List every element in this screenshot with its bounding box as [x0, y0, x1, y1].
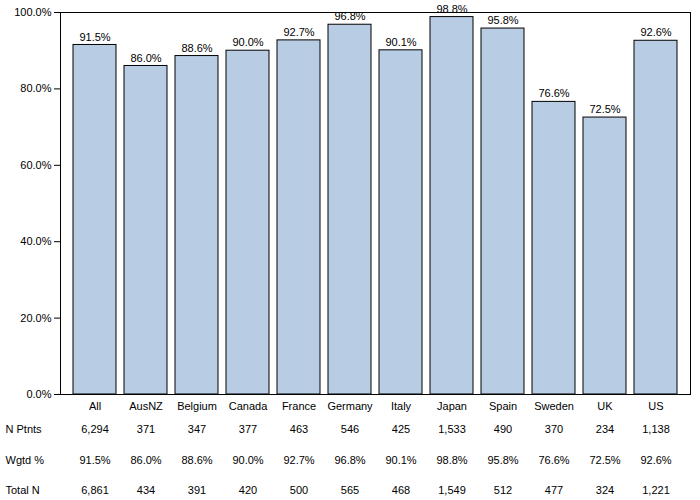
svg-text:Italy: Italy	[391, 400, 412, 412]
svg-text:Total N: Total N	[6, 484, 40, 496]
svg-text:1,138: 1,138	[642, 423, 670, 435]
svg-text:468: 468	[392, 484, 410, 496]
svg-text:86.0%: 86.0%	[130, 52, 161, 64]
svg-text:234: 234	[596, 423, 614, 435]
svg-text:420: 420	[239, 484, 257, 496]
svg-text:France: France	[282, 400, 316, 412]
svg-text:6,861: 6,861	[81, 484, 109, 496]
svg-text:Germany: Germany	[327, 400, 373, 412]
svg-text:370: 370	[545, 423, 563, 435]
svg-text:0.0%: 0.0%	[26, 388, 51, 400]
svg-text:434: 434	[137, 484, 155, 496]
svg-text:All: All	[89, 400, 101, 412]
svg-text:98.8%: 98.8%	[436, 3, 467, 15]
svg-text:377: 377	[239, 423, 257, 435]
svg-text:UK: UK	[597, 400, 613, 412]
svg-text:72.5%: 72.5%	[589, 103, 620, 115]
svg-text:Wgtd %: Wgtd %	[6, 454, 45, 466]
svg-text:95.8%: 95.8%	[487, 14, 518, 26]
svg-text:88.6%: 88.6%	[181, 42, 212, 54]
svg-text:86.0%: 86.0%	[130, 454, 161, 466]
svg-text:90.1%: 90.1%	[385, 36, 416, 48]
svg-text:371: 371	[137, 423, 155, 435]
svg-text:72.5%: 72.5%	[589, 454, 620, 466]
svg-text:92.6%: 92.6%	[640, 26, 671, 38]
svg-text:500: 500	[290, 484, 308, 496]
svg-text:96.8%: 96.8%	[334, 454, 365, 466]
svg-text:76.6%: 76.6%	[538, 87, 569, 99]
svg-text:Japan: Japan	[437, 400, 467, 412]
svg-text:AusNZ: AusNZ	[129, 400, 163, 412]
svg-text:91.5%: 91.5%	[79, 30, 110, 42]
svg-text:20.0%: 20.0%	[20, 312, 51, 324]
svg-text:76.6%: 76.6%	[538, 454, 569, 466]
svg-text:6,294: 6,294	[81, 423, 109, 435]
svg-text:565: 565	[341, 484, 359, 496]
svg-text:90.0%: 90.0%	[232, 454, 263, 466]
svg-text:92.6%: 92.6%	[640, 454, 671, 466]
svg-text:Canada: Canada	[229, 400, 268, 412]
svg-text:95.8%: 95.8%	[487, 454, 518, 466]
svg-text:490: 490	[494, 423, 512, 435]
svg-text:96.8%: 96.8%	[334, 10, 365, 22]
svg-text:40.0%: 40.0%	[20, 235, 51, 247]
svg-text:1,221: 1,221	[642, 484, 670, 496]
svg-text:463: 463	[290, 423, 308, 435]
svg-text:100.0%: 100.0%	[14, 6, 52, 18]
svg-text:US: US	[648, 400, 663, 412]
svg-text:88.6%: 88.6%	[181, 454, 212, 466]
svg-text:90.1%: 90.1%	[385, 454, 416, 466]
svg-text:92.7%: 92.7%	[283, 454, 314, 466]
svg-text:91.5%: 91.5%	[79, 454, 110, 466]
svg-text:92.7%: 92.7%	[283, 26, 314, 38]
svg-text:546: 546	[341, 423, 359, 435]
svg-text:512: 512	[494, 484, 512, 496]
svg-text:80.0%: 80.0%	[20, 82, 51, 94]
svg-text:391: 391	[188, 484, 206, 496]
svg-text:N Ptnts: N Ptnts	[6, 423, 43, 435]
svg-text:477: 477	[545, 484, 563, 496]
svg-text:1,533: 1,533	[438, 423, 466, 435]
svg-text:347: 347	[188, 423, 206, 435]
svg-text:Belgium: Belgium	[177, 400, 217, 412]
svg-text:Spain: Spain	[489, 400, 517, 412]
svg-text:1,549: 1,549	[438, 484, 466, 496]
svg-text:90.0%: 90.0%	[232, 36, 263, 48]
svg-text:425: 425	[392, 423, 410, 435]
svg-text:60.0%: 60.0%	[20, 159, 51, 171]
svg-text:324: 324	[596, 484, 614, 496]
svg-text:Sweden: Sweden	[534, 400, 574, 412]
svg-text:98.8%: 98.8%	[436, 454, 467, 466]
